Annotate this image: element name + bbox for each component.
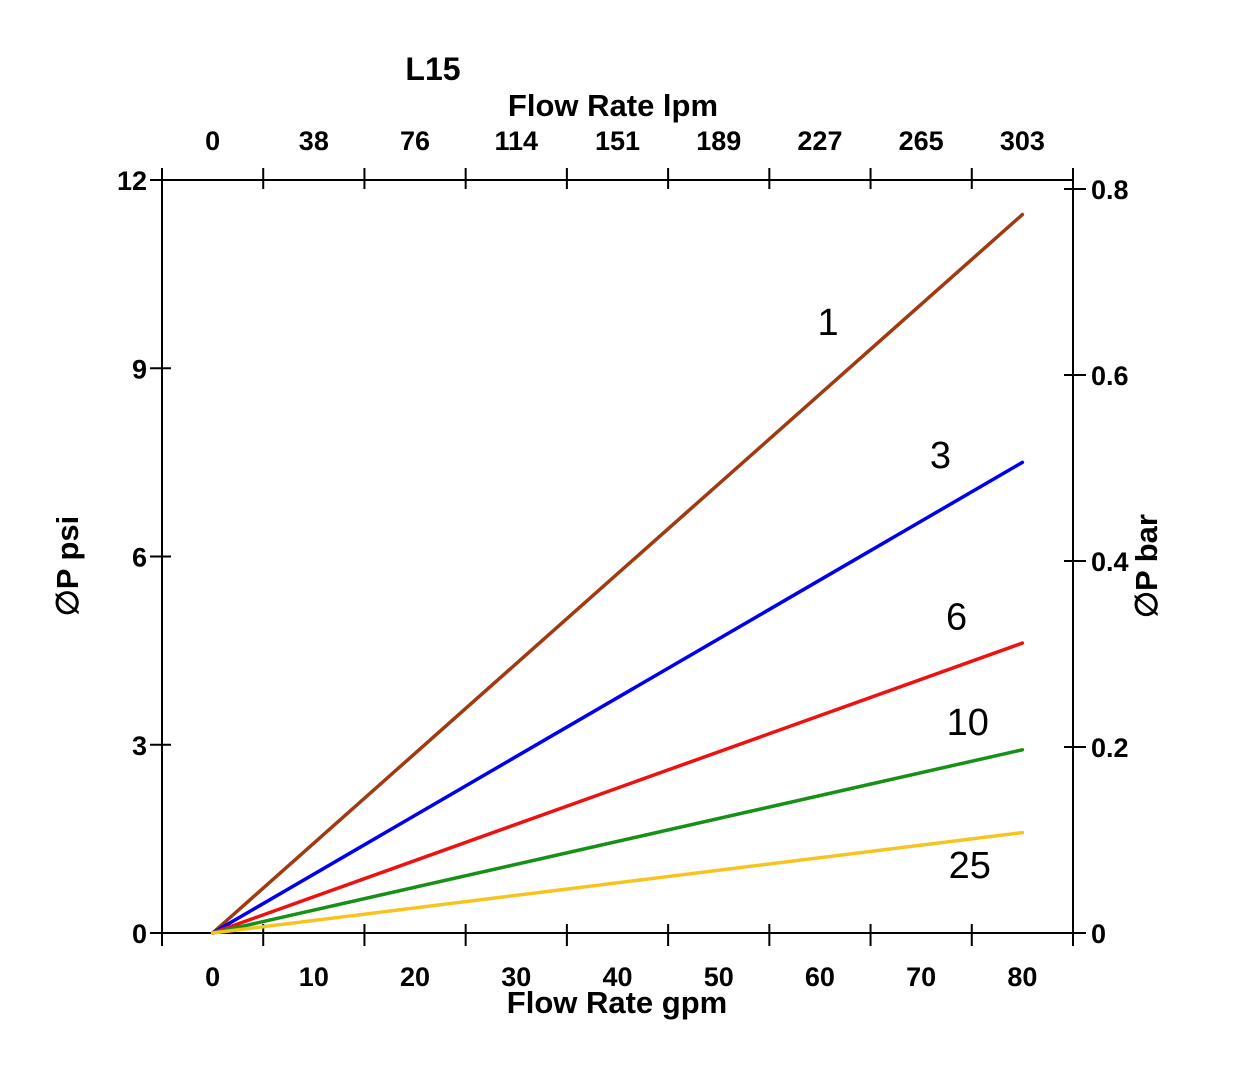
bottom-tick-label: 0: [205, 962, 220, 992]
series-label-1: 1: [817, 302, 838, 344]
top-tick-label: 38: [299, 126, 329, 156]
right-axis-title: ∅P bar: [1129, 514, 1164, 618]
bottom-tick-label: 20: [400, 962, 430, 992]
top-tick-label: 303: [1000, 126, 1045, 156]
bottom-tick-label: 50: [704, 962, 734, 992]
bottom-tick-label: 10: [299, 962, 329, 992]
series-line-6: [210, 641, 1025, 935]
bottom-tick-label: 70: [906, 962, 936, 992]
bottom-axis-title: Flow Rate gpm: [507, 985, 727, 1020]
series-line-25: [210, 830, 1025, 935]
series-line-10: [210, 748, 1025, 935]
right-tick-label: 0.8: [1091, 175, 1129, 205]
series-label-10: 10: [947, 702, 989, 744]
top-tick-label: 114: [494, 126, 538, 156]
right-tick-label: 0.4: [1091, 547, 1129, 577]
top-tick-label: 76: [400, 126, 430, 156]
right-tick-label: 0.6: [1091, 361, 1129, 391]
left-tick-label: 6: [132, 543, 147, 573]
series-line-3: [210, 460, 1025, 935]
series-label-3: 3: [930, 435, 951, 477]
left-tick-label: 9: [132, 354, 147, 384]
top-tick-label: 0: [205, 126, 220, 156]
left-tick-label: 3: [132, 731, 147, 761]
top-tick-label: 151: [595, 126, 640, 156]
bottom-tick-label: 60: [805, 962, 835, 992]
bottom-tick-label: 40: [602, 962, 632, 992]
right-tick-label: 0.2: [1091, 733, 1129, 763]
left-tick-label: 12: [117, 166, 147, 196]
left-tick-label: 0: [132, 919, 147, 949]
bottom-tick-label: 30: [501, 962, 531, 992]
bottom-tick-label: 80: [1007, 962, 1037, 992]
left-axis-title: ∅P psi: [50, 516, 85, 617]
series-label-25: 25: [949, 845, 991, 887]
top-tick-label: 265: [899, 126, 944, 156]
top-tick-label: 227: [797, 126, 842, 156]
series-label-6: 6: [946, 597, 967, 639]
right-tick-label: 0: [1091, 919, 1106, 949]
chart-title: L15: [405, 51, 460, 87]
top-tick-label: 189: [696, 126, 741, 156]
series-line-1: [210, 212, 1025, 935]
top-axis-title: Flow Rate lpm: [508, 88, 718, 123]
